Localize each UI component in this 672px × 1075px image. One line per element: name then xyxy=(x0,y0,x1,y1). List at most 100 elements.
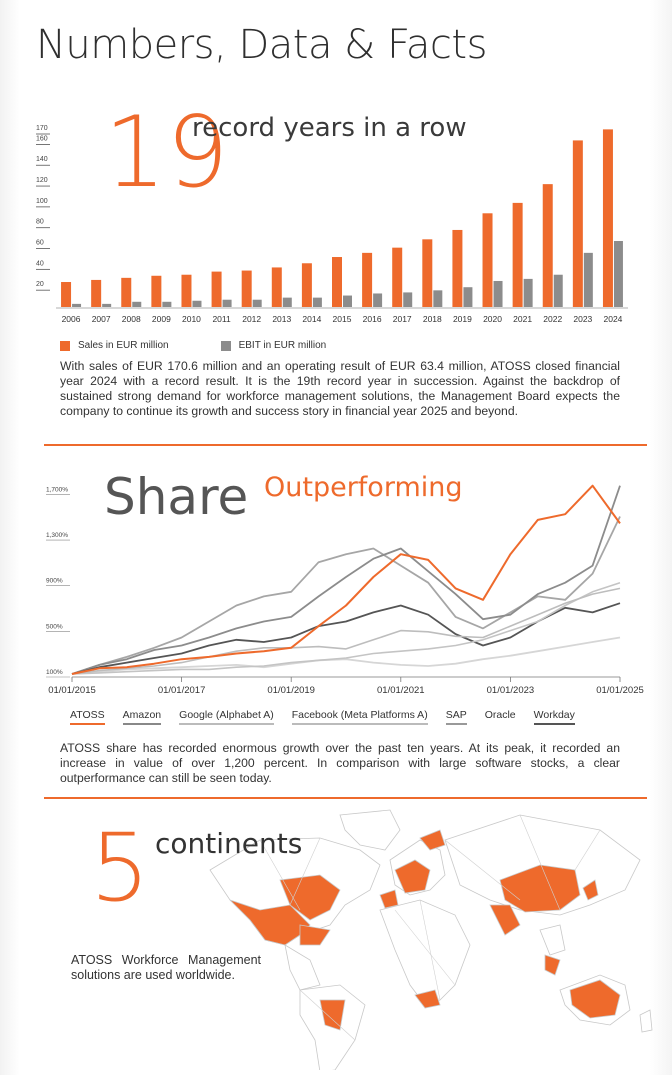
ebit-bar xyxy=(463,287,473,307)
y-tick-label: 120 xyxy=(36,177,48,184)
map-region xyxy=(544,954,561,976)
map-region xyxy=(299,924,331,946)
sales-bar xyxy=(61,282,72,307)
ebit-bar xyxy=(252,299,262,307)
sales-legend-swatch xyxy=(60,340,70,351)
x-tick-label: 01/01/2019 xyxy=(267,685,315,696)
ebit-bar xyxy=(373,293,383,307)
legend-item: Google (Alphabet A) xyxy=(179,709,274,725)
y-tick-label: 100% xyxy=(46,669,63,676)
ebit-legend-swatch xyxy=(220,340,231,351)
outperforming-headline: Outperforming xyxy=(264,472,463,503)
continents-headline: continents xyxy=(155,827,303,860)
x-tick-label: 2019 xyxy=(453,314,472,324)
x-tick-label: 01/01/2021 xyxy=(377,685,425,696)
map-region xyxy=(639,1009,653,1033)
x-tick-label: 2013 xyxy=(272,314,291,324)
x-tick-label: 2008 xyxy=(122,314,141,324)
legend-item: Amazon xyxy=(122,709,162,725)
y-tick-label: 160 xyxy=(36,135,48,142)
map-region xyxy=(499,864,581,913)
continents-number: 5 xyxy=(90,814,150,923)
y-tick-label: 80 xyxy=(36,219,44,226)
ebit-bar xyxy=(72,303,82,307)
x-tick-label: 2012 xyxy=(242,314,261,324)
series-line-oracle xyxy=(71,581,621,675)
map-region xyxy=(379,889,399,909)
record-years-headline: record years in a row xyxy=(192,113,467,143)
y-tick-label: 900% xyxy=(46,578,63,585)
y-tick-label: 20 xyxy=(36,281,44,288)
legend-item: Workday xyxy=(533,709,575,725)
sales-bar xyxy=(602,129,613,307)
x-tick-label: 2007 xyxy=(92,314,111,324)
map-region xyxy=(379,899,471,1006)
record-years-paragraph: With sales of EUR 170.6 million and an o… xyxy=(60,359,620,418)
map-region xyxy=(284,944,321,991)
ebit-bar xyxy=(553,274,563,307)
sales-ebit-bar-chart: 20 40 60 80 100 120 140 160 170 2006 2007 2008 2009 2… xyxy=(36,125,628,324)
y-tick-label: 140 xyxy=(36,156,48,163)
sales-bar xyxy=(271,267,282,307)
x-tick-label: 01/01/2015 xyxy=(48,685,96,696)
y-tick-label: 500% xyxy=(46,623,63,630)
sales-bar xyxy=(241,270,252,307)
sales-bar xyxy=(452,229,463,307)
map-region xyxy=(419,829,446,851)
series-line-google-alphabet-a- xyxy=(71,485,621,675)
legend-item: ATOSS xyxy=(70,709,105,725)
y-tick-label: 60 xyxy=(36,240,44,247)
sales-bar xyxy=(572,140,583,307)
ebit-bar xyxy=(222,299,232,307)
x-tick-label: 2016 xyxy=(363,314,382,324)
sales-bar xyxy=(512,202,523,307)
sales-bar xyxy=(482,213,493,307)
sales-bar xyxy=(121,277,132,307)
series-line-workday xyxy=(71,587,621,675)
x-tick-label: 2017 xyxy=(393,314,412,324)
sales-bar xyxy=(151,275,162,307)
ebit-bar xyxy=(312,297,322,307)
series-line-sap xyxy=(71,636,621,675)
x-tick-label: 2022 xyxy=(543,314,562,324)
sales-bar xyxy=(542,184,553,307)
share-performance-line-chart: 100% 500% 900% 1,300% 1,700% 01/01/2015 01/01/… xyxy=(46,484,644,696)
sales-bar xyxy=(422,239,433,307)
x-tick-label: 2018 xyxy=(423,314,442,324)
y-tick-label: 1,700% xyxy=(46,486,68,493)
ebit-bar xyxy=(613,240,623,307)
ebit-bar xyxy=(132,301,142,307)
sales-bar xyxy=(332,257,342,307)
x-tick-label: 2024 xyxy=(603,314,622,324)
record-years-number: 19 xyxy=(104,96,229,210)
sales-bar xyxy=(392,247,403,307)
x-tick-label: 2010 xyxy=(182,314,201,324)
x-tick-label: 2006 xyxy=(62,314,81,324)
page-title: Numbers, Data & Facts xyxy=(36,22,487,68)
x-tick-label: 2023 xyxy=(573,314,592,324)
bar-chart-legend: Sales in EUR million EBIT in EUR million xyxy=(60,340,326,351)
y-tick-label: 1,300% xyxy=(46,532,68,539)
map-region xyxy=(394,859,431,894)
ebit-bar xyxy=(583,252,593,307)
x-tick-label: 2014 xyxy=(302,314,321,324)
series-line-atoss xyxy=(71,484,621,675)
share-paragraph: ATOSS share has recorded enormous growth… xyxy=(60,741,620,785)
sales-bar xyxy=(301,263,312,307)
ebit-bar xyxy=(162,301,172,307)
x-tick-label: 01/01/2023 xyxy=(487,685,535,696)
x-tick-label: 2011 xyxy=(212,314,231,324)
sales-bar xyxy=(211,271,222,307)
map-region xyxy=(414,989,441,1009)
ebit-bar xyxy=(102,303,112,307)
continents-paragraph: ATOSS Workforce Management solutions are… xyxy=(71,953,261,982)
x-tick-label: 2020 xyxy=(483,314,502,324)
x-tick-label: 01/01/2025 xyxy=(596,685,644,696)
sales-bar xyxy=(362,252,373,307)
map-region xyxy=(339,809,401,851)
share-chart-legend: ATOSS Amazon Google (Alphabet A) Facebook (… xyxy=(70,709,630,725)
share-headline: Share xyxy=(104,468,249,526)
ebit-bar xyxy=(192,300,202,307)
ebit-bar xyxy=(343,295,352,307)
